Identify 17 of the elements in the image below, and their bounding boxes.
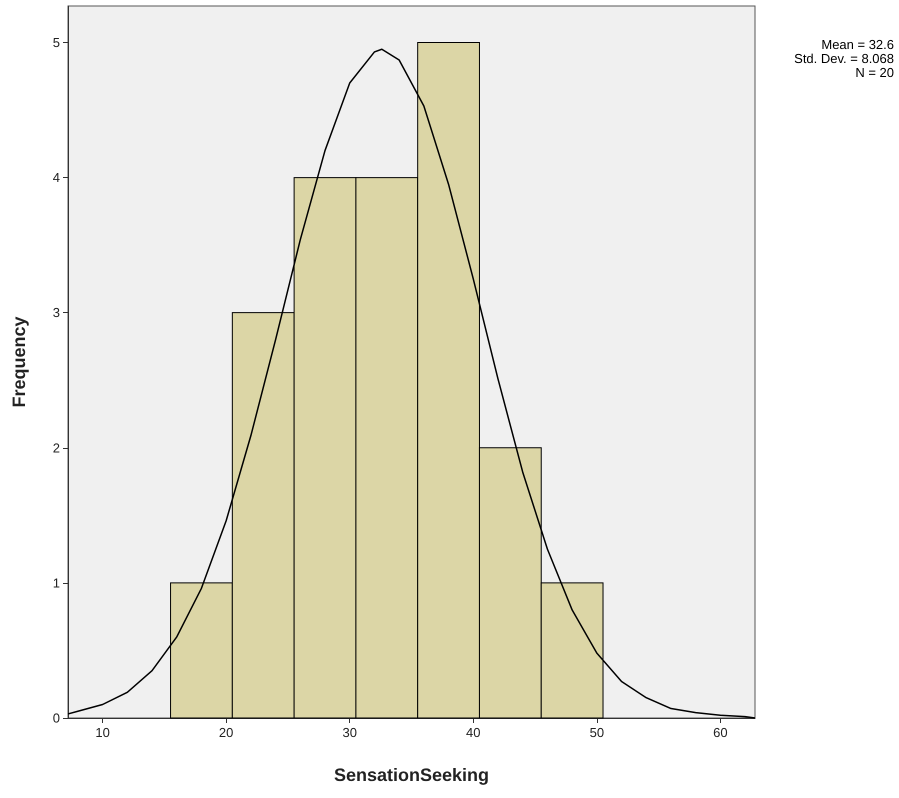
x-tick-label: 40	[466, 725, 481, 740]
text: Mean = 32.6	[821, 37, 894, 52]
x-tick-label: 20	[218, 725, 234, 740]
x-tick-label: 30	[342, 725, 357, 740]
x-tick-label: 50	[590, 725, 604, 740]
text: N = 20	[855, 65, 894, 80]
y-tick-label: 5	[52, 34, 60, 50]
y-tick-label: 0	[52, 710, 60, 726]
y-tick-label: 1	[52, 575, 60, 590]
x-axis-title: SensationSeeking	[334, 765, 490, 785]
y-tick-label: 3	[52, 305, 60, 320]
x-tick-label: 60	[713, 725, 728, 740]
x-tick-label: 10	[95, 725, 110, 740]
y-tick-label: 2	[52, 440, 60, 456]
y-axis-title: Frequency	[9, 316, 29, 408]
y-tick-label: 4	[52, 170, 60, 186]
text: Std. Dev. = 8.068	[794, 51, 894, 66]
